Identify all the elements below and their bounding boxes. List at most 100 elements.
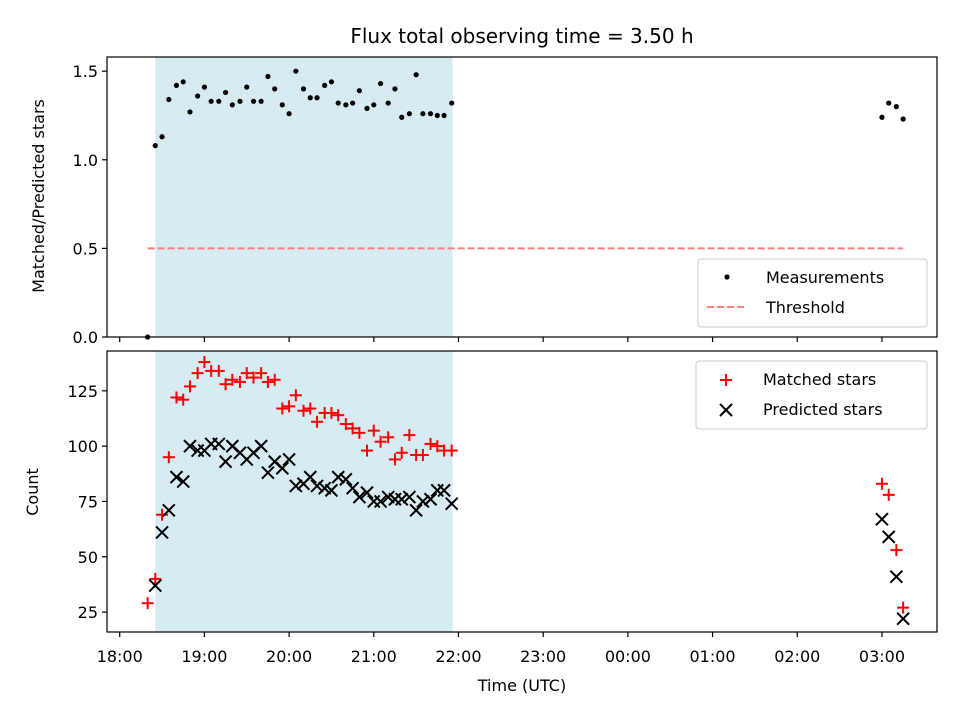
x-tick-label: 22:00 — [435, 647, 481, 666]
point-predicted-stars — [212, 437, 226, 451]
bottom-y-tick-label: 100 — [67, 437, 98, 456]
point-predicted-stars — [402, 490, 417, 504]
x-tick-label: 03:00 — [859, 647, 905, 666]
point-measurements — [159, 134, 165, 140]
point-matched-stars — [162, 451, 175, 464]
point-matched-stars — [261, 375, 274, 388]
point-measurements — [399, 114, 405, 120]
point-matched-stars — [339, 418, 352, 431]
point-predicted-stars — [169, 470, 184, 484]
point-measurements — [152, 143, 158, 149]
point-predicted-stars — [882, 530, 896, 544]
point-predicted-stars — [373, 494, 388, 509]
point-predicted-stars — [162, 503, 176, 518]
point-matched-stars — [346, 422, 359, 435]
point-predicted-stars — [289, 479, 303, 493]
point-measurements — [900, 116, 906, 122]
point-measurements — [195, 93, 201, 99]
point-matched-stars — [311, 415, 324, 428]
x-tick-label: 20:00 — [266, 647, 312, 666]
point-matched-stars — [198, 356, 211, 369]
point-matched-stars — [191, 367, 204, 380]
bottom-y-axis-label: Count — [23, 468, 42, 516]
point-measurements — [173, 82, 180, 88]
point-measurements — [377, 80, 384, 87]
point-matched-stars — [283, 400, 296, 413]
top-axes-frame — [106, 56, 938, 338]
point-matched-stars — [325, 406, 338, 419]
x-axis-label: Time (UTC) — [477, 676, 566, 695]
point-predicted-stars — [310, 479, 324, 493]
point-matched-stars — [149, 572, 162, 585]
point-measurements — [187, 109, 193, 115]
legend-label-predicted-stars: Predicted stars — [763, 400, 883, 419]
point-predicted-stars — [352, 490, 367, 504]
point-matched-stars — [289, 389, 302, 402]
point-measurements — [166, 96, 172, 103]
point-measurements — [286, 111, 292, 117]
point-measurements — [420, 111, 426, 117]
point-measurements — [364, 105, 370, 111]
top-legend: Measurements Threshold — [697, 258, 928, 328]
point-measurements — [293, 68, 299, 74]
point-matched-stars — [268, 373, 281, 386]
point-matched-stars — [388, 453, 401, 466]
x-tick-label: 01:00 — [690, 647, 736, 666]
point-predicted-stars — [183, 439, 197, 453]
point-measurements — [229, 102, 235, 108]
point-predicted-stars — [176, 474, 190, 489]
bottom-y-tick-label: 125 — [67, 382, 98, 401]
point-matched-stars — [170, 391, 183, 404]
point-matched-stars — [374, 435, 387, 448]
point-measurements — [180, 79, 186, 85]
x-tick-label: 19:00 — [181, 647, 227, 666]
point-matched-stars — [212, 364, 225, 377]
point-matched-stars — [233, 375, 246, 388]
top-y-tick-label: 0.0 — [73, 328, 98, 347]
bottom-y-tick-label: 25 — [78, 603, 98, 622]
point-matched-stars — [897, 601, 910, 614]
point-matched-stars — [156, 508, 169, 521]
bottom-y-tick-label: 75 — [78, 492, 98, 511]
point-matched-stars — [240, 367, 253, 380]
point-predicted-stars — [444, 496, 459, 511]
point-measurements — [893, 104, 899, 110]
point-measurements — [314, 95, 320, 101]
point-measurements — [413, 72, 419, 78]
top-y-tick-label: 1.5 — [73, 62, 98, 81]
x-tick-label: 18:00 — [97, 647, 143, 666]
point-measurements — [208, 98, 214, 104]
bottom-plot-area: 25 50 75 100 125 18:00 19:00 20:00 21:00 22:00 23:… — [67, 350, 938, 666]
point-measurements — [449, 100, 455, 106]
legend-label-threshold: Threshold — [765, 298, 845, 317]
point-predicted-stars — [254, 439, 268, 453]
point-matched-stars — [255, 367, 268, 380]
top-y-tick-label: 0.5 — [73, 239, 98, 258]
point-predicted-stars — [339, 472, 353, 487]
point-measurements — [406, 111, 412, 117]
point-matched-stars — [304, 402, 317, 415]
x-tick-label: 02:00 — [774, 647, 820, 666]
point-measurements — [244, 84, 250, 90]
point-predicted-stars — [360, 485, 374, 500]
point-matched-stars — [361, 444, 374, 457]
chart-title: Flux total observing time = 3.50 h — [350, 24, 693, 48]
point-measurements — [879, 114, 885, 120]
point-matched-stars — [875, 477, 888, 490]
point-measurements — [201, 84, 207, 90]
point-measurements — [258, 98, 264, 104]
top-y-tick-label: 1.0 — [73, 151, 98, 170]
x-tick-label: 00:00 — [605, 647, 651, 666]
point-predicted-stars — [148, 578, 162, 593]
legend-marker-measurements — [724, 274, 730, 280]
point-measurements — [427, 111, 434, 117]
point-matched-stars — [184, 380, 196, 393]
point-predicted-stars — [275, 461, 290, 475]
point-predicted-stars — [437, 483, 451, 498]
point-measurements — [343, 102, 349, 108]
point-measurements — [322, 82, 328, 88]
legend-marker-matched-stars — [720, 374, 732, 386]
point-predicted-stars — [303, 470, 317, 484]
point-matched-stars — [226, 373, 239, 386]
